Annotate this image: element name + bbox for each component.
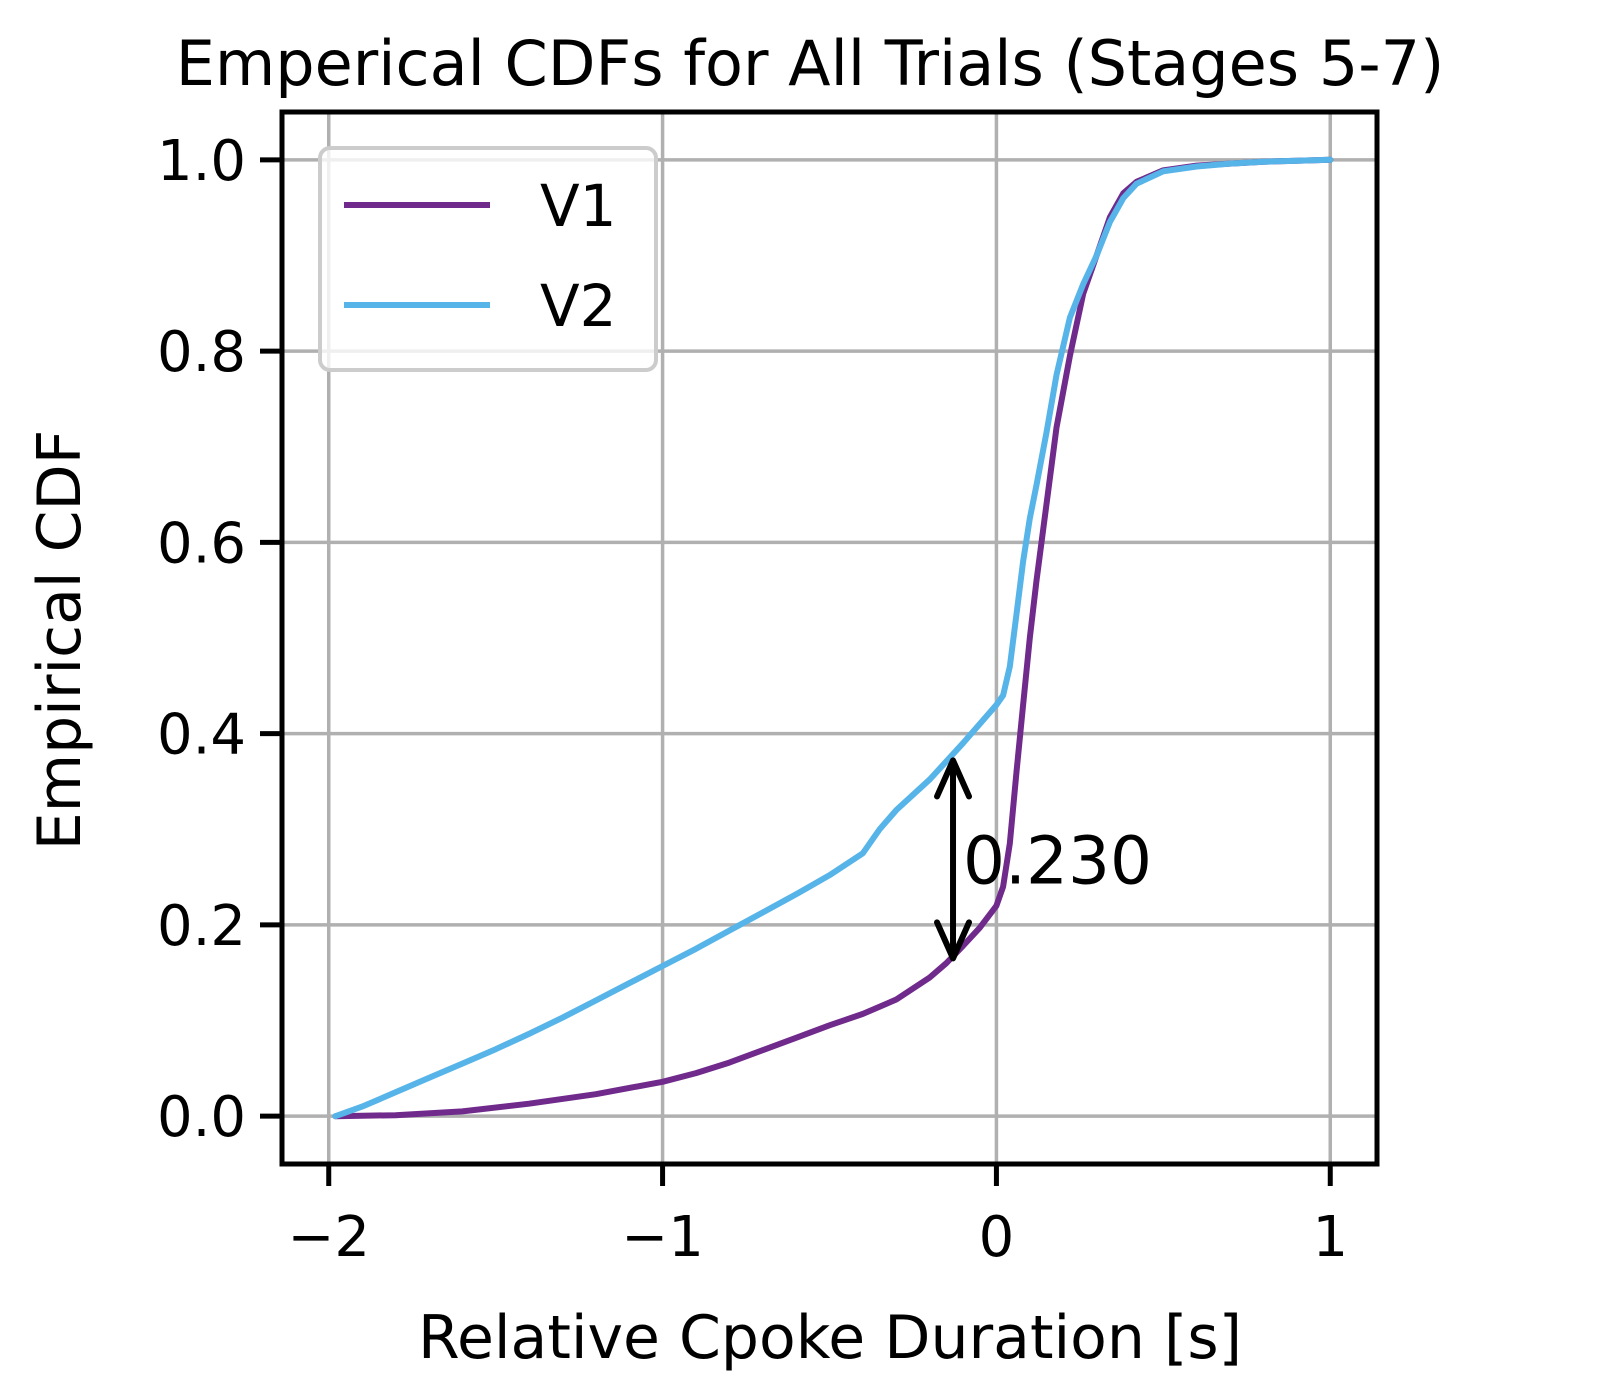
y-tick-label: 0.0	[157, 1085, 246, 1150]
annotation-arrowhead-up	[934, 757, 973, 800]
annotation-arrowhead-down	[934, 919, 973, 962]
plot-frame	[279, 109, 1380, 1167]
y-tick-label: 0.6	[157, 511, 246, 576]
y-axis-label: Empirical CDF	[25, 430, 95, 851]
y-tick-label: 0.4	[157, 703, 246, 768]
y-tick-label: 0.8	[157, 320, 246, 385]
x-tick-label: 0	[979, 1205, 1015, 1270]
legend-label-v2: V2	[540, 272, 617, 340]
annotation-label: 0.230	[963, 822, 1152, 899]
y-tick-label: 1.0	[157, 129, 246, 194]
legend: V1 V2	[318, 146, 658, 372]
x-tick-label: −1	[621, 1205, 704, 1270]
legend-label-v1: V1	[540, 172, 617, 240]
annotation: 0.230	[934, 757, 1152, 962]
series-line-v2	[332, 156, 1334, 1120]
x-axis-label: Relative Cpoke Duration [s]	[418, 1303, 1242, 1373]
grid	[282, 112, 1377, 1164]
series-lines	[332, 156, 1334, 1120]
x-tick-label: 1	[1312, 1205, 1348, 1270]
x-tick-label: −2	[287, 1205, 370, 1270]
chart-title: Emperical CDFs for All Trials (Stages 5-…	[176, 27, 1445, 100]
axis-ticks: −2 −1 0 1 0.0 0.2 0.4 0.6 0.8 1.0	[157, 129, 1348, 1270]
y-tick-label: 0.2	[157, 894, 246, 959]
